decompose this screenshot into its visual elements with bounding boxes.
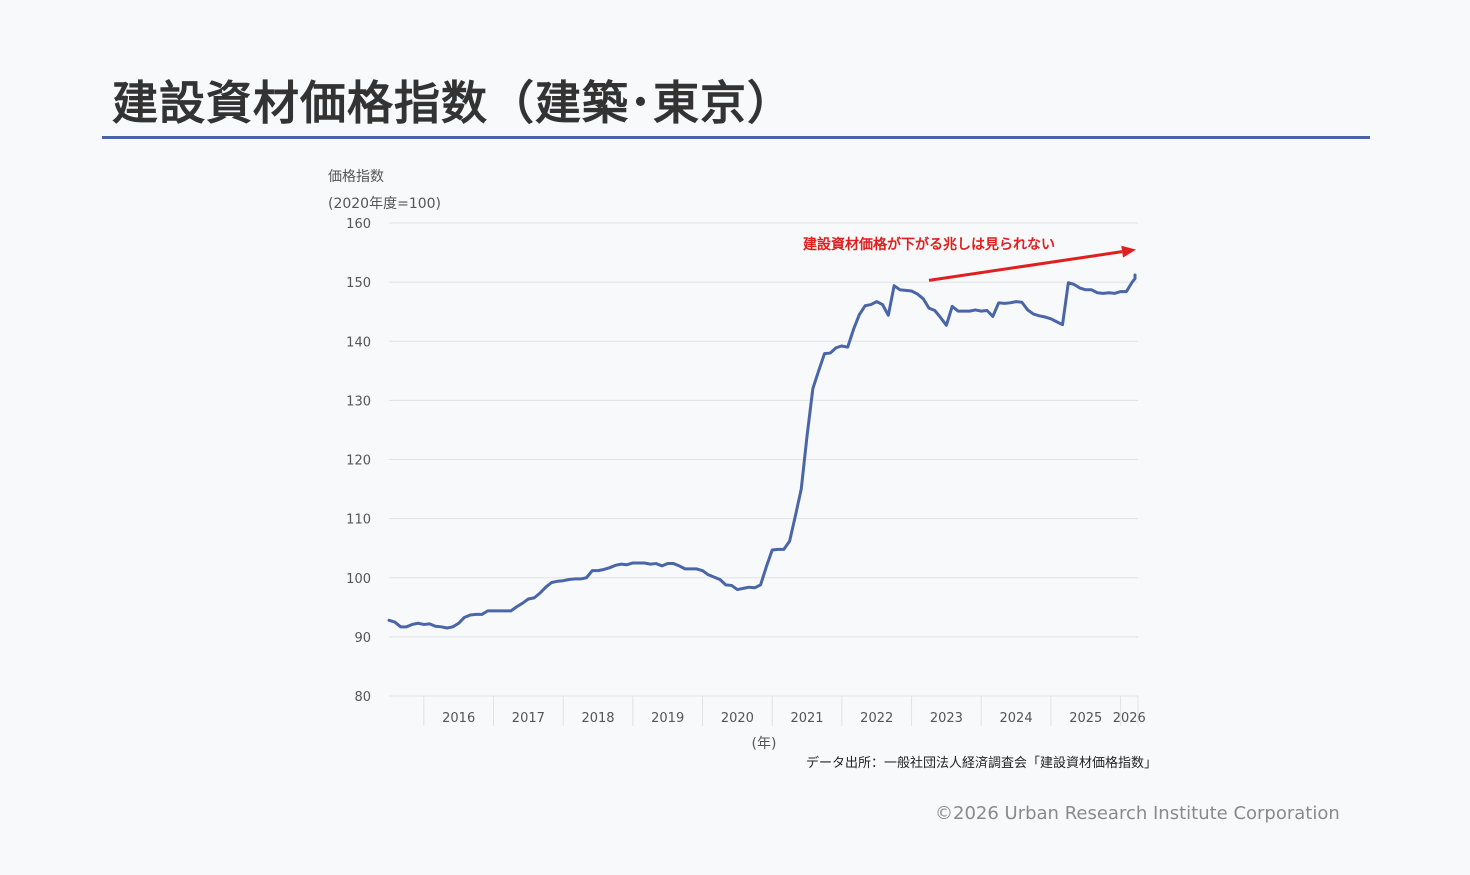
x-tick-label: 2020 xyxy=(721,711,754,726)
title-underline xyxy=(102,136,1370,139)
x-tick-label: 2024 xyxy=(1000,711,1033,726)
x-tick-label: 2017 xyxy=(512,711,545,726)
y-tick-label: 90 xyxy=(354,631,371,646)
copyright: ©2026 Urban Research Institute Corporati… xyxy=(935,803,1340,824)
x-tick-label: 2023 xyxy=(930,711,963,726)
y-tick-label: 150 xyxy=(346,276,371,291)
y-tick-label: 110 xyxy=(346,513,371,528)
annotation-text: 建設資材価格が下がる兆しは見られない xyxy=(803,236,1055,253)
series-line xyxy=(387,273,1137,630)
y-axis-ticks: 80 90 100 110 120 130 140 150 160 xyxy=(346,217,371,705)
x-tick-label: 2016 xyxy=(442,711,475,726)
y-tick-label: 100 xyxy=(346,572,371,587)
x-tick-label: 2025 xyxy=(1069,711,1102,726)
y-tick-label: 130 xyxy=(346,394,371,409)
y-tick-label: 140 xyxy=(346,335,371,350)
annotation-arrow-shaft xyxy=(928,250,1123,282)
x-tick-label: 2021 xyxy=(790,711,823,726)
x-tick-label: 2026 xyxy=(1113,711,1146,726)
grid-lines xyxy=(389,222,1138,697)
data-source-note: データ出所：一般社団法人経済調査会「建設資材価格指数」 xyxy=(806,756,1158,771)
y-axis-label-line1: 価格指数 xyxy=(328,169,384,185)
y-axis-label-line2: (2020年度=100) xyxy=(328,196,441,212)
x-axis: 2016 2017 2018 2019 2020 2021 2022 2023 2024 2025… xyxy=(423,696,1146,726)
annotation-arrow-head xyxy=(1121,245,1136,258)
x-tick-label: 2019 xyxy=(651,711,684,726)
x-tick-label: 2018 xyxy=(581,711,614,726)
x-tick-label: 2022 xyxy=(860,711,893,726)
y-tick-label: 80 xyxy=(354,690,371,705)
y-tick-label: 160 xyxy=(346,217,371,232)
x-axis-label: (年) xyxy=(752,736,777,752)
annotation: 建設資材価格が下がる兆しは見られない xyxy=(803,236,1136,282)
page-title: 建設資材価格指数（建築･東京） xyxy=(112,76,794,130)
y-tick-label: 120 xyxy=(346,454,371,469)
